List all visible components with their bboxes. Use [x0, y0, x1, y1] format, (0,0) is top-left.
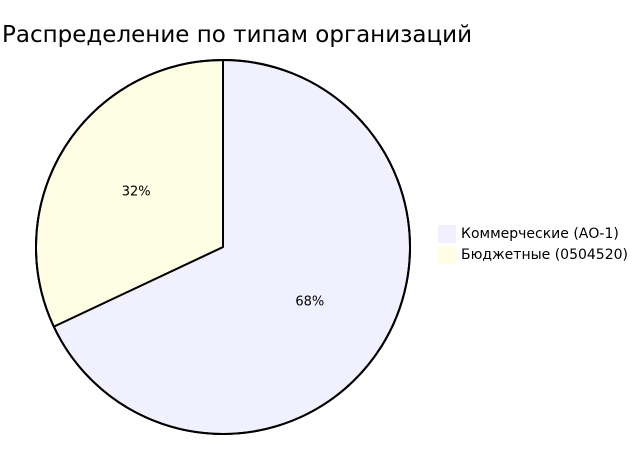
legend-label-commercial: Коммерческие (АО-1) — [461, 225, 619, 242]
pie-data-labels: 68% 32% — [122, 184, 325, 309]
data-label-budget: 32% — [122, 184, 151, 199]
chart-title: Распределение по типам организаций — [2, 22, 473, 48]
legend-label-budget: Бюджетные (0504520) — [461, 246, 628, 263]
legend: Коммерческие (АО-1) Бюджетные (0504520) — [438, 223, 628, 265]
legend-swatch-budget — [438, 245, 456, 264]
data-label-commercial: 68% — [295, 295, 324, 310]
pie-outline — [35, 59, 411, 435]
legend-swatch-commercial — [438, 224, 456, 243]
pie-slices — [35, 59, 411, 435]
legend-item-commercial: Коммерческие (АО-1) — [438, 223, 628, 244]
legend-item-budget: Бюджетные (0504520) — [438, 244, 628, 265]
